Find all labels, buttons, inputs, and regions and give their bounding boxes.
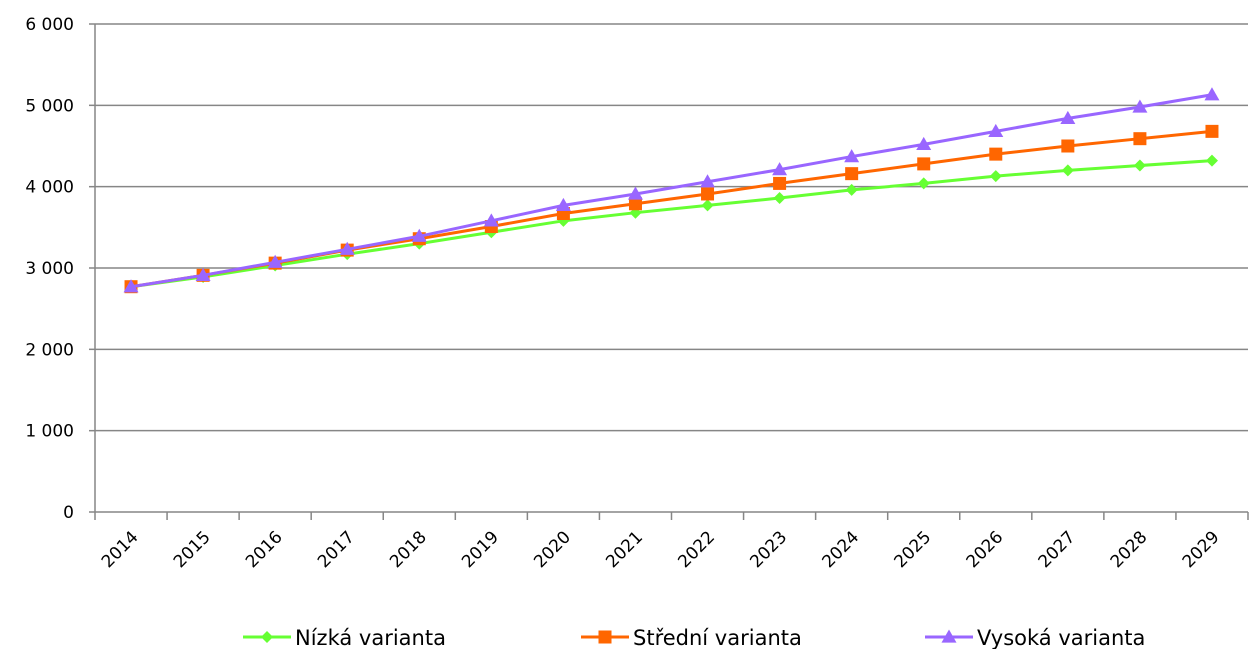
point-marker: [916, 136, 932, 150]
point-marker: [1204, 87, 1220, 101]
point-marker: [844, 149, 860, 163]
point-marker: [1061, 139, 1075, 153]
legend-item: Nízká varianta: [243, 626, 446, 649]
point-marker: [627, 186, 643, 200]
x-tick-label: 2016: [242, 527, 287, 572]
x-tick-label: 2020: [530, 527, 575, 572]
legend-label: Vysoká varianta: [977, 626, 1145, 649]
series-line: [130, 93, 1213, 289]
point-marker: [701, 187, 715, 201]
series-triangle: [123, 87, 1220, 293]
x-tick-label: 2027: [1035, 527, 1080, 572]
point-marker: [195, 267, 211, 281]
legend-label: Nízká varianta: [295, 626, 446, 649]
point-marker: [701, 199, 714, 212]
x-tick-label: 2025: [891, 527, 936, 572]
x-tick-label: 2015: [170, 527, 215, 572]
point-marker: [1060, 110, 1076, 124]
x-tick-labels: 2014 2015 2016 2017 2018 2019 2020 2021 2022 2023…: [98, 527, 1224, 572]
point-marker: [267, 254, 283, 268]
legend-item: Střední varianta: [581, 626, 802, 649]
x-tick-label: 2028: [1107, 527, 1152, 572]
point-marker: [941, 629, 957, 643]
y-tick-label: 5 000: [25, 96, 74, 116]
y-tick-label: 4 000: [25, 178, 74, 198]
point-marker: [1061, 164, 1074, 177]
x-tick-label: 2022: [674, 527, 719, 572]
point-marker: [917, 157, 931, 171]
x-tick-label: 2026: [963, 527, 1008, 572]
point-marker: [628, 197, 642, 211]
y-tick-label: 1 000: [25, 422, 74, 442]
x-tick-label: 2021: [602, 527, 647, 572]
point-marker: [483, 213, 499, 227]
x-tick-label: 2023: [746, 527, 791, 572]
x-tick-label: 2029: [1179, 527, 1224, 572]
gridlines: [95, 23, 1248, 432]
series-lines: [123, 87, 1220, 294]
point-marker: [1205, 124, 1219, 138]
y-tick-label: 3 000: [25, 259, 74, 279]
point-marker: [989, 147, 1003, 161]
x-tick-label: 2017: [314, 527, 359, 572]
point-marker: [917, 177, 930, 190]
point-marker: [845, 167, 859, 181]
y-tick-labels: 0 1 000 2 000 3 000 4 000 5 000 6 000: [25, 15, 74, 523]
legend-label: Střední varianta: [633, 626, 802, 649]
point-marker: [989, 170, 1002, 183]
point-marker: [1132, 99, 1148, 113]
y-tick-label: 2 000: [25, 340, 74, 360]
point-marker: [700, 174, 716, 188]
x-tick-label: 2019: [458, 527, 503, 572]
point-marker: [555, 197, 571, 211]
point-marker: [261, 631, 273, 643]
point-marker: [411, 228, 427, 242]
point-marker: [598, 630, 612, 644]
legend-item: Vysoká varianta: [925, 626, 1145, 649]
point-marker: [773, 192, 786, 205]
point-marker: [845, 183, 858, 196]
point-marker: [1205, 154, 1218, 167]
legend: Nízká varianta Střední varianta Vysoká var…: [243, 626, 1145, 649]
y-tick-label: 6 000: [25, 15, 74, 35]
point-marker: [988, 123, 1004, 137]
axes: [89, 23, 1249, 520]
y-tick-label: 0: [63, 503, 74, 523]
point-marker: [1133, 159, 1146, 172]
point-marker: [123, 279, 139, 293]
point-marker: [339, 241, 355, 255]
series-line: [130, 159, 1213, 289]
series-diamond: [125, 154, 1218, 293]
point-marker: [1133, 132, 1147, 146]
x-tick-label: 2024: [818, 527, 863, 572]
x-tick-label: 2014: [98, 527, 143, 572]
point-marker: [772, 162, 788, 176]
x-tick-label: 2018: [386, 527, 431, 572]
point-marker: [773, 176, 787, 190]
